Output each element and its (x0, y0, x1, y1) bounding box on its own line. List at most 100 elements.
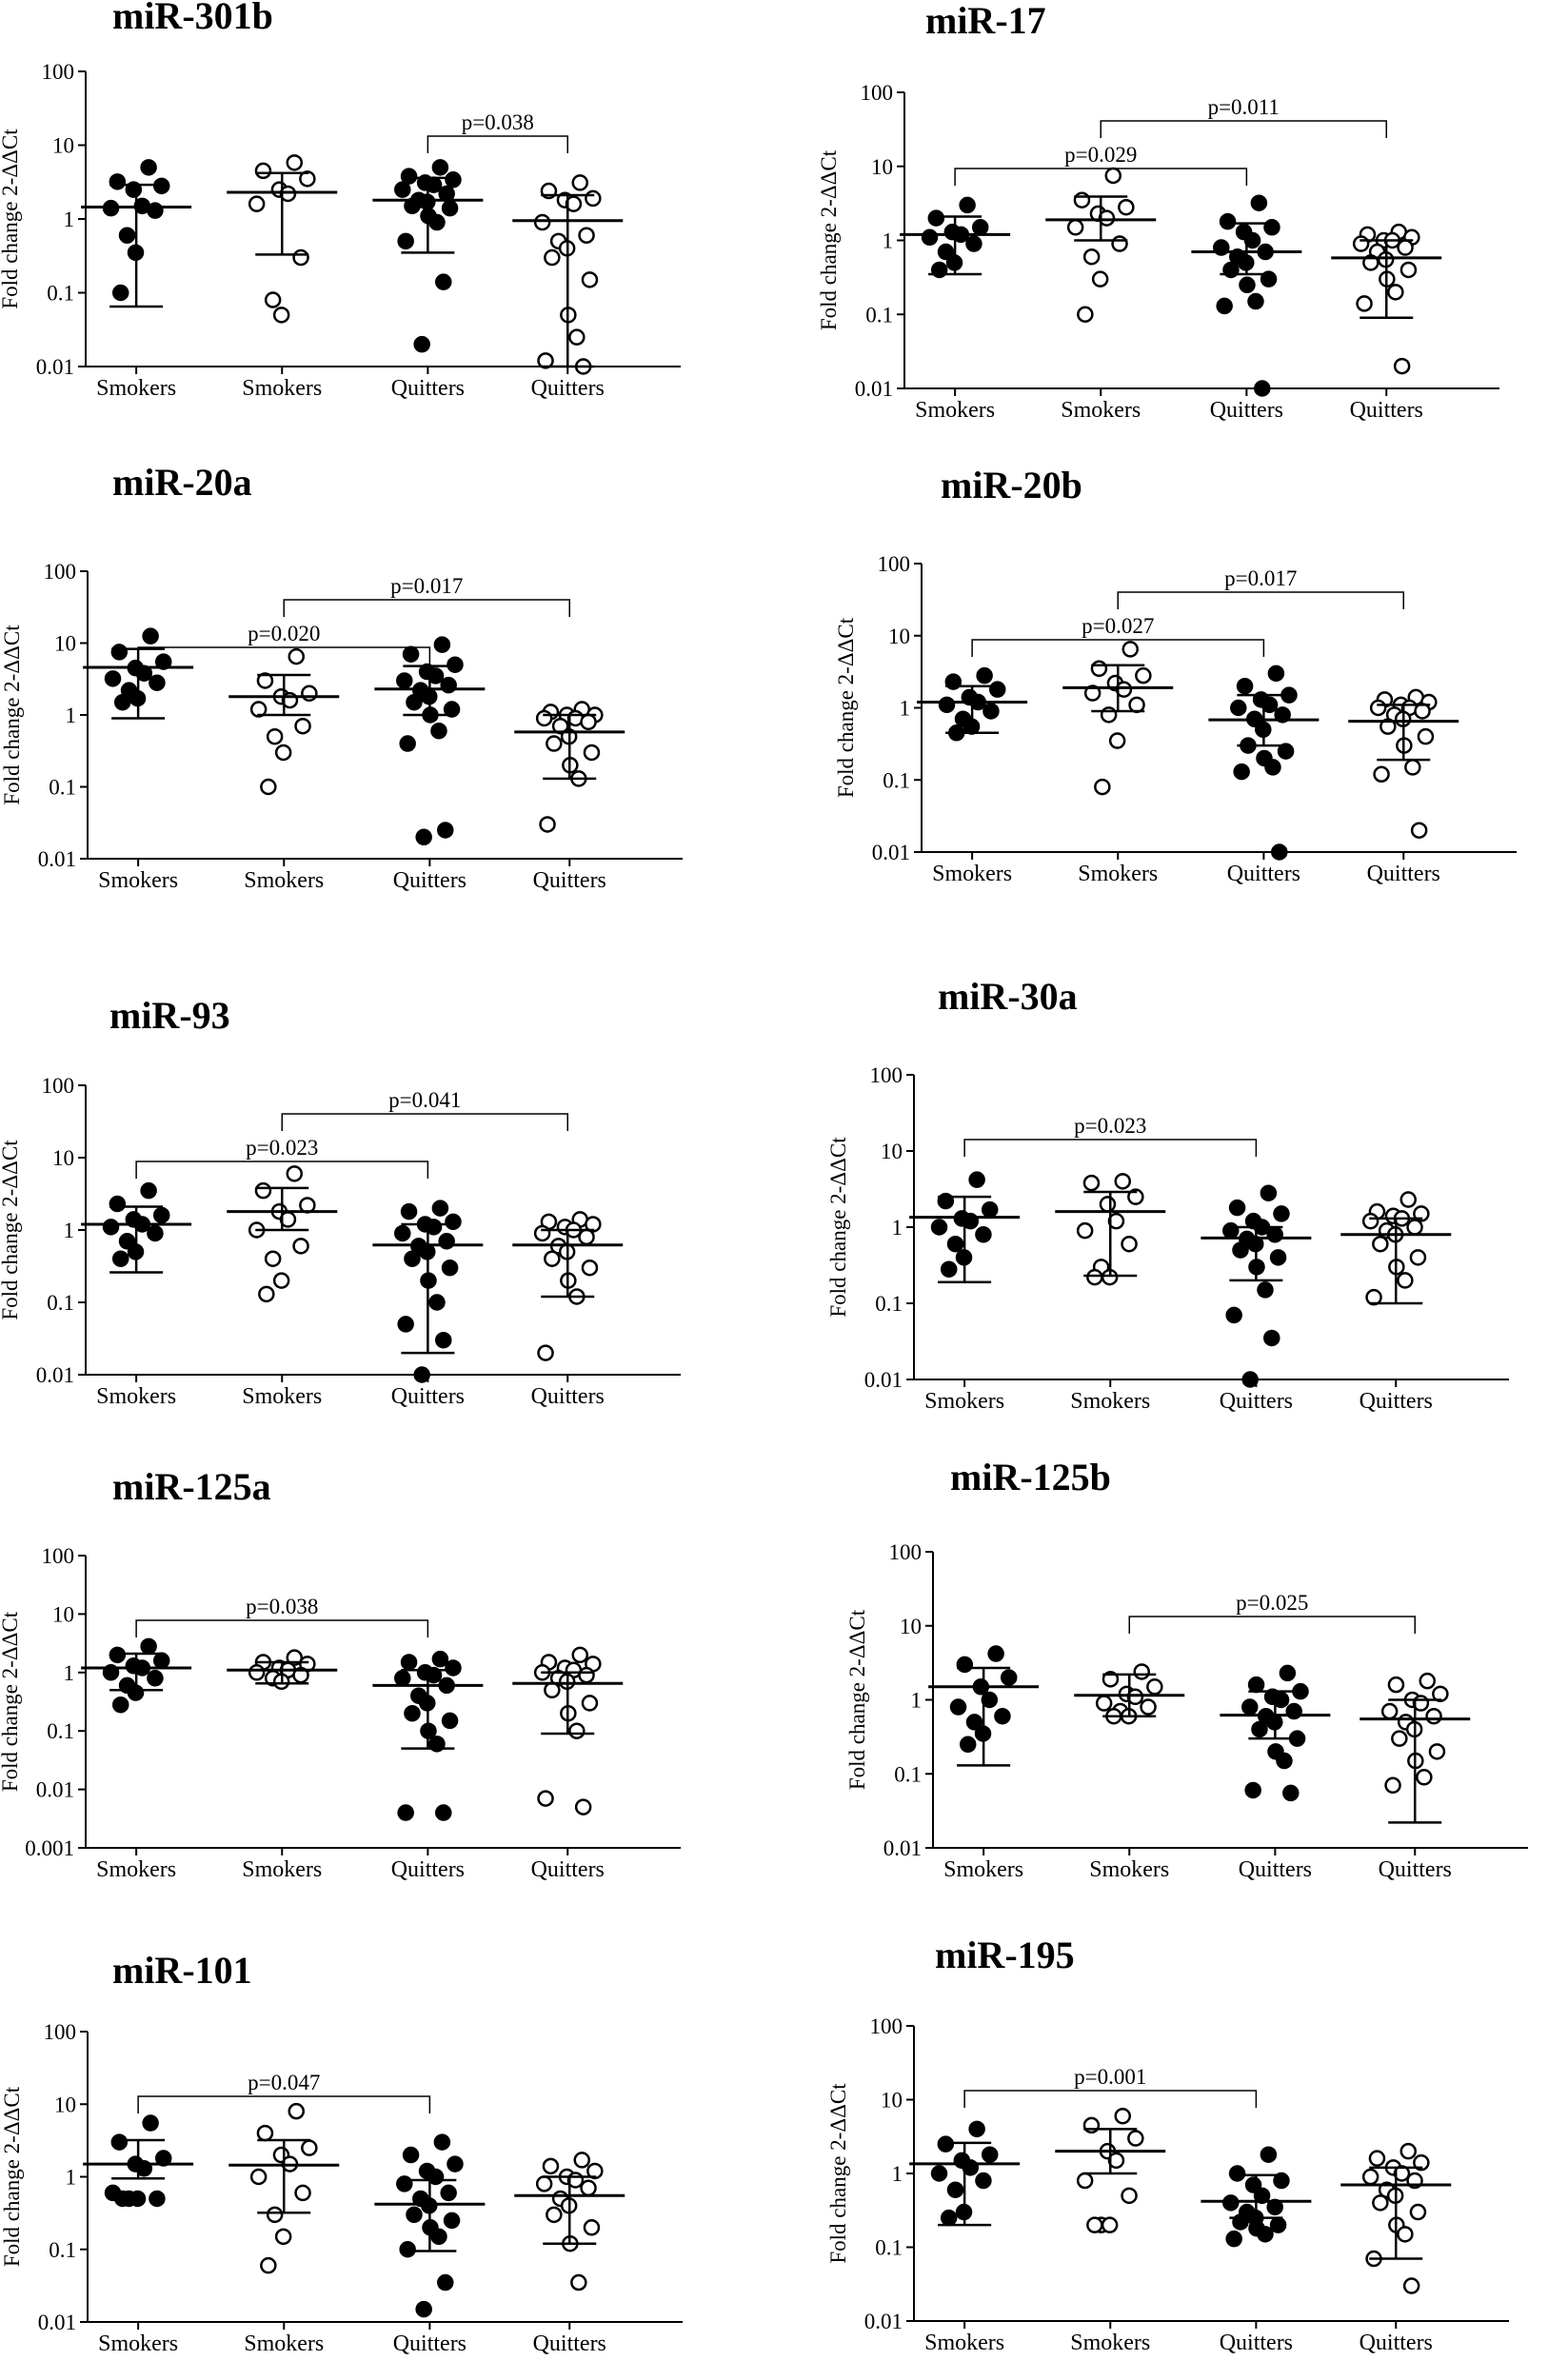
series-open (1340, 2142, 1452, 2294)
p-value-label: p=0.023 (1074, 1114, 1146, 1138)
data-point (140, 1637, 157, 1656)
data-point (1263, 1329, 1280, 1347)
data-point (111, 284, 129, 302)
data-point (443, 701, 461, 718)
series-open (1348, 688, 1459, 839)
data-point (1111, 235, 1128, 252)
data-point (256, 672, 274, 689)
data-point (975, 2172, 992, 2190)
series-open (512, 1646, 624, 1815)
category-label: Smokers (96, 1857, 176, 1882)
panel-mir-125a: miR-125a 0.001 0.01 0.1 1 10 100 Fold change 2-… (0, 1465, 681, 1882)
data-point (1225, 2230, 1242, 2248)
data-point (987, 1645, 1004, 1662)
data-point (1279, 1664, 1297, 1682)
y-tick-label: 100 (870, 2014, 903, 2038)
data-point (578, 1666, 595, 1684)
data-point (1260, 2146, 1278, 2163)
y-tick-label: 0.01 (872, 841, 910, 864)
data-point (1128, 696, 1145, 714)
data-point (109, 173, 127, 190)
series-filled (909, 2120, 1021, 2227)
data-point (140, 159, 157, 176)
data-point (965, 235, 982, 252)
data-point (1266, 1226, 1283, 1243)
data-point (982, 703, 1000, 720)
significance-bracket: p=0.023 (135, 1136, 429, 1179)
data-point (1083, 684, 1102, 702)
data-point (1410, 822, 1428, 839)
category-label: Smokers (924, 2331, 1004, 2355)
data-point (1082, 248, 1101, 266)
data-point (1140, 1698, 1157, 1716)
data-point (1114, 1173, 1131, 1190)
data-point (1082, 2116, 1101, 2134)
data-point (248, 195, 266, 212)
y-axis-label: Fold change 2-ΔΔCt (0, 625, 24, 805)
y-axis-label: Fold change 2-ΔΔCt (0, 1140, 22, 1320)
category-label: Quitters (391, 1384, 465, 1409)
y-tick-label: 100 (878, 552, 911, 576)
y-tick-label: 100 (861, 81, 894, 105)
data-point (1077, 306, 1094, 323)
data-point (288, 2102, 305, 2120)
data-point (1391, 1730, 1408, 1747)
category-label: Quitters (1367, 862, 1440, 886)
category-label: Quitters (1350, 398, 1423, 423)
data-point (585, 189, 602, 208)
data-point (1121, 2187, 1138, 2205)
data-point (1409, 2203, 1427, 2221)
series-open (512, 1211, 624, 1361)
data-point (1352, 235, 1370, 252)
data-point (583, 744, 601, 762)
data-point (430, 722, 447, 740)
data-point (546, 735, 563, 752)
panel-mir-20b: miR-20b 0.01 0.1 1 10 100 Fold change 2-ΔΔCt Sm… (834, 464, 1517, 886)
data-point (1073, 191, 1091, 208)
y-tick-label: 100 (42, 1544, 75, 1568)
data-point (1273, 2172, 1290, 2190)
data-point (104, 670, 122, 687)
data-point (571, 174, 588, 191)
data-point (272, 1272, 290, 1289)
data-point (430, 2228, 447, 2246)
y-tick-label: 100 (889, 1540, 923, 1564)
data-point (976, 666, 993, 684)
significance-bracket: p=0.020 (137, 622, 431, 665)
series-filled (81, 1637, 192, 1714)
data-point (1251, 1720, 1268, 1738)
data-point (1091, 270, 1109, 288)
data-point (578, 227, 595, 244)
y-axis-label: Fold change 2-ΔΔCt (0, 2086, 24, 2267)
category-label: Smokers (1089, 1857, 1169, 1882)
y-tick-label: 0.01 (883, 1836, 922, 1860)
data-point (930, 1219, 948, 1236)
data-point (402, 2146, 420, 2164)
data-point (400, 1654, 418, 1671)
data-point (149, 674, 166, 691)
data-point (142, 2114, 159, 2132)
data-point (1361, 1212, 1379, 1230)
y-axis-label: Fold change 2-ΔΔCt (826, 2083, 850, 2264)
series-filled (1191, 194, 1302, 397)
category-label: Smokers (98, 2331, 178, 2356)
data-point (580, 713, 597, 731)
bracket-line (427, 135, 568, 153)
data-point (428, 1294, 446, 1311)
p-value-label: p=0.038 (246, 1595, 318, 1618)
data-point (1101, 2216, 1119, 2233)
series-filled (83, 627, 194, 720)
category-label: Smokers (98, 868, 178, 893)
y-tick-label: 100 (44, 2020, 77, 2044)
y-tick-label: 0.1 (875, 1292, 903, 1316)
y-tick-label: 10 (881, 2089, 903, 2113)
data-point (1387, 284, 1404, 301)
data-point (258, 1285, 275, 1303)
y-tick-label: 0.001 (25, 1836, 74, 1860)
p-value-label: p=0.029 (1064, 143, 1137, 167)
data-point (570, 2273, 587, 2292)
panel-mir-93: miR-93 0.01 0.1 1 10 100 Fold change 2-ΔΔCt Smo… (0, 994, 681, 1409)
data-point (142, 627, 159, 645)
bracket-line (135, 1619, 429, 1637)
data-point (1118, 198, 1135, 216)
